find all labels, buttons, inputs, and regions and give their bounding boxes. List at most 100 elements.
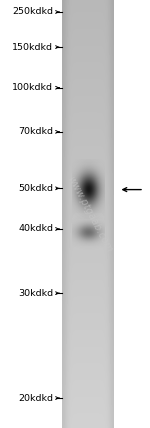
Bar [62, 341, 114, 342]
Bar [62, 330, 114, 331]
Bar [62, 1, 114, 3]
Bar [62, 399, 114, 401]
Bar [62, 91, 114, 93]
Bar [62, 147, 114, 149]
Bar [62, 211, 114, 213]
Text: 20kdkd: 20kdkd [18, 393, 53, 403]
Bar [62, 364, 114, 365]
Bar [62, 421, 114, 422]
Bar [62, 121, 114, 123]
Bar [62, 36, 114, 37]
Bar [62, 320, 114, 321]
Bar [62, 231, 114, 232]
Bar [62, 248, 114, 250]
Bar [62, 9, 114, 10]
Bar [62, 214, 114, 215]
Bar [62, 137, 114, 138]
Bar [62, 128, 114, 130]
Bar [62, 301, 114, 303]
Bar [62, 3, 114, 4]
Bar [62, 187, 114, 188]
Bar [62, 425, 114, 427]
Bar [62, 354, 114, 355]
Bar [62, 244, 114, 245]
Bar [62, 351, 114, 352]
Bar [62, 130, 114, 131]
Bar [62, 61, 114, 63]
Bar [62, 309, 114, 311]
Bar [62, 300, 114, 301]
Bar [62, 10, 114, 12]
Bar [62, 150, 114, 151]
Bar [62, 24, 114, 26]
Bar [62, 104, 114, 106]
Bar [62, 350, 114, 351]
Bar [62, 220, 114, 221]
Bar [62, 243, 114, 244]
Text: 100kdkd: 100kdkd [12, 83, 53, 92]
Bar [62, 155, 114, 157]
Bar [62, 81, 114, 83]
Bar [62, 344, 114, 345]
Bar [62, 47, 114, 48]
Bar [62, 200, 114, 201]
Bar [62, 160, 114, 161]
Bar [62, 4, 114, 6]
Bar [62, 357, 114, 358]
Bar [62, 281, 114, 282]
Bar [62, 172, 114, 174]
Bar [62, 116, 114, 117]
Bar [62, 331, 114, 333]
Bar [62, 278, 114, 279]
Bar [62, 56, 114, 57]
Bar [62, 405, 114, 407]
Bar [62, 235, 114, 237]
Bar [62, 54, 114, 56]
Bar [62, 161, 114, 163]
Bar [62, 251, 114, 253]
Bar [62, 285, 114, 287]
Bar [62, 410, 114, 411]
Bar [62, 175, 114, 177]
Bar [62, 223, 114, 224]
Bar [62, 59, 114, 60]
Bar [62, 131, 114, 133]
Bar [62, 33, 114, 34]
Bar [62, 113, 114, 114]
Bar [62, 414, 114, 415]
Bar [62, 0, 114, 1]
Bar [62, 322, 114, 324]
Bar [62, 247, 114, 248]
Bar [62, 103, 114, 104]
Bar [62, 20, 114, 21]
Bar [62, 304, 114, 305]
Bar [62, 371, 114, 372]
Text: 70kdkd: 70kdkd [18, 127, 53, 137]
Bar [62, 325, 114, 327]
Bar [62, 65, 114, 67]
Bar [62, 73, 114, 74]
Bar [62, 68, 114, 70]
Bar [62, 292, 114, 294]
Bar [62, 367, 114, 368]
Bar [62, 77, 114, 78]
Bar [62, 238, 114, 240]
Bar [62, 274, 114, 275]
Bar [62, 89, 114, 90]
Bar [62, 208, 114, 210]
Bar [62, 144, 114, 146]
Bar [62, 76, 114, 77]
Bar [62, 334, 114, 335]
Bar [62, 303, 114, 304]
Bar [62, 151, 114, 153]
Bar [62, 29, 114, 30]
Bar [62, 221, 114, 223]
Bar [62, 305, 114, 307]
Bar [62, 347, 114, 348]
Bar [62, 388, 114, 389]
Bar [62, 355, 114, 357]
Bar [62, 369, 114, 371]
Bar [62, 307, 114, 308]
Bar [62, 51, 114, 53]
Bar [62, 197, 114, 198]
